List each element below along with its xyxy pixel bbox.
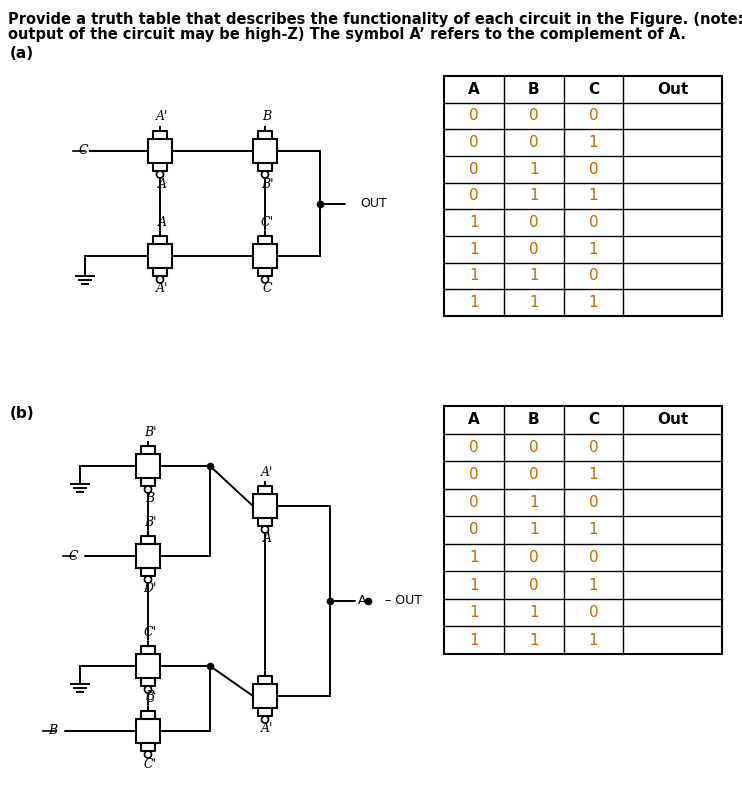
Text: 0: 0 bbox=[529, 467, 539, 482]
Text: C: C bbox=[262, 283, 272, 295]
Text: Provide a truth table that describes the functionality of each circuit in the Fi: Provide a truth table that describes the… bbox=[8, 12, 742, 27]
Text: 0: 0 bbox=[469, 189, 479, 204]
Text: 1: 1 bbox=[529, 162, 539, 177]
Text: 1: 1 bbox=[588, 578, 598, 592]
Text: 1: 1 bbox=[588, 522, 598, 537]
Text: 1: 1 bbox=[588, 242, 598, 257]
Bar bbox=[444, 76, 722, 316]
Text: – OUT: – OUT bbox=[385, 595, 422, 607]
Text: 0: 0 bbox=[588, 440, 598, 455]
Bar bbox=[136, 544, 160, 568]
Text: 0: 0 bbox=[588, 108, 598, 123]
Text: 0: 0 bbox=[529, 215, 539, 230]
Text: C': C' bbox=[260, 216, 274, 228]
Text: 1: 1 bbox=[588, 295, 598, 310]
Text: 1: 1 bbox=[588, 633, 598, 648]
Text: Out: Out bbox=[657, 412, 689, 427]
Bar bbox=[148, 244, 172, 268]
Text: D': D' bbox=[143, 583, 157, 595]
Text: C: C bbox=[68, 549, 78, 563]
Text: 1: 1 bbox=[529, 268, 539, 283]
Text: A': A' bbox=[260, 466, 273, 478]
Text: A: A bbox=[157, 216, 166, 228]
Text: 0: 0 bbox=[469, 495, 479, 510]
Text: 0: 0 bbox=[469, 467, 479, 482]
Text: 0: 0 bbox=[529, 550, 539, 565]
Bar bbox=[253, 139, 277, 163]
Text: 0: 0 bbox=[469, 440, 479, 455]
Text: C': C' bbox=[143, 758, 157, 771]
Text: 1: 1 bbox=[469, 605, 479, 620]
Text: B': B' bbox=[144, 426, 157, 439]
Text: C: C bbox=[78, 145, 88, 158]
Bar bbox=[253, 244, 277, 268]
Text: (a): (a) bbox=[10, 46, 34, 61]
Text: 1: 1 bbox=[469, 242, 479, 257]
Text: B': B' bbox=[260, 178, 273, 190]
Text: C: C bbox=[588, 82, 599, 97]
Text: 0: 0 bbox=[469, 522, 479, 537]
Text: B: B bbox=[48, 724, 58, 738]
Text: 1: 1 bbox=[588, 135, 598, 150]
Bar bbox=[253, 684, 277, 708]
Text: 0: 0 bbox=[588, 495, 598, 510]
Text: 1: 1 bbox=[588, 189, 598, 204]
Text: 1: 1 bbox=[529, 633, 539, 648]
Text: 1: 1 bbox=[469, 633, 479, 648]
Bar bbox=[148, 139, 172, 163]
Text: Out: Out bbox=[657, 82, 689, 97]
Bar bbox=[136, 654, 160, 678]
Text: A: A bbox=[263, 533, 272, 545]
Text: 1: 1 bbox=[529, 495, 539, 510]
Bar bbox=[136, 454, 160, 478]
Text: 0: 0 bbox=[588, 268, 598, 283]
Text: B: B bbox=[528, 82, 539, 97]
Text: 1: 1 bbox=[529, 522, 539, 537]
Text: 1: 1 bbox=[469, 550, 479, 565]
Bar bbox=[253, 494, 277, 518]
Text: A': A' bbox=[156, 111, 168, 123]
Text: A: A bbox=[468, 412, 480, 427]
Text: 0: 0 bbox=[469, 108, 479, 123]
Text: 0: 0 bbox=[529, 242, 539, 257]
Text: 0: 0 bbox=[469, 162, 479, 177]
Text: 0: 0 bbox=[588, 162, 598, 177]
Text: B: B bbox=[263, 111, 272, 123]
Text: B': B' bbox=[144, 516, 157, 529]
Text: C: C bbox=[145, 693, 155, 705]
Text: (b): (b) bbox=[10, 406, 35, 421]
Text: 0: 0 bbox=[529, 578, 539, 592]
Text: 1: 1 bbox=[529, 295, 539, 310]
Text: 0: 0 bbox=[588, 605, 598, 620]
Text: B: B bbox=[145, 690, 154, 704]
Text: output of the circuit may be high-Z) The symbol A’ refers to the complement of A: output of the circuit may be high-Z) The… bbox=[8, 27, 686, 42]
Text: 1: 1 bbox=[469, 215, 479, 230]
Text: A': A' bbox=[260, 723, 273, 736]
Text: 0: 0 bbox=[529, 135, 539, 150]
Text: 1: 1 bbox=[529, 605, 539, 620]
Text: A: A bbox=[157, 178, 166, 190]
Bar bbox=[136, 719, 160, 743]
Text: 0: 0 bbox=[588, 215, 598, 230]
Text: 0: 0 bbox=[529, 108, 539, 123]
Text: 1: 1 bbox=[529, 189, 539, 204]
Text: 0: 0 bbox=[529, 440, 539, 455]
Text: C: C bbox=[588, 412, 599, 427]
Text: A: A bbox=[358, 595, 367, 607]
Bar bbox=[444, 406, 722, 654]
Text: 1: 1 bbox=[588, 467, 598, 482]
Text: OUT: OUT bbox=[360, 197, 387, 210]
Text: 1: 1 bbox=[469, 295, 479, 310]
Text: B: B bbox=[145, 493, 154, 505]
Text: 0: 0 bbox=[588, 550, 598, 565]
Text: 1: 1 bbox=[469, 268, 479, 283]
Text: A: A bbox=[468, 82, 480, 97]
Text: B: B bbox=[528, 412, 539, 427]
Text: C': C' bbox=[143, 626, 157, 638]
Text: 1: 1 bbox=[469, 578, 479, 592]
Text: 0: 0 bbox=[469, 135, 479, 150]
Text: A': A' bbox=[156, 283, 168, 295]
